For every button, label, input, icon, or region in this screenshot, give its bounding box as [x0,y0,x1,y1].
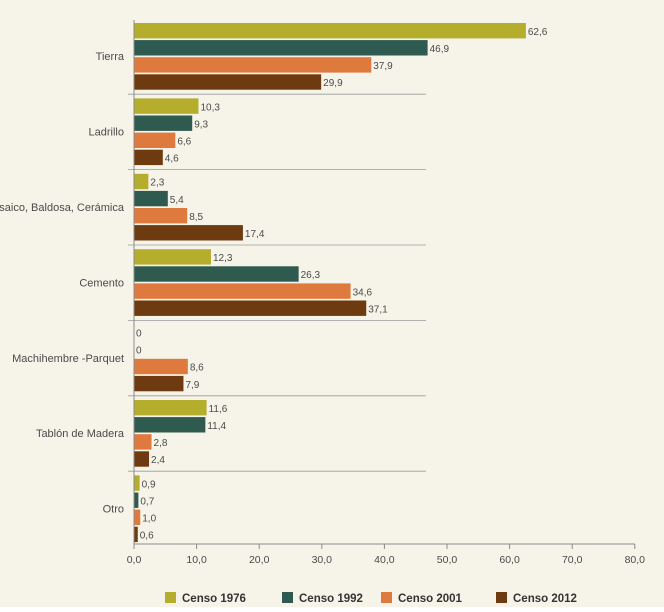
category-label-otro: Otro [103,504,124,516]
bar-censo-1992-cemento [134,266,299,281]
value-label-censo-1976-otro: 0,9 [142,479,156,490]
legend-swatch-censo-1992 [282,592,293,603]
value-label-censo-2012-cemento: 37,1 [368,304,388,315]
value-label-censo-2012-ladrillo: 4,6 [165,154,179,165]
bar-censo-2001-cemento [134,283,351,298]
legend: Censo 1976 Censo 1992 Censo 2001 Censo 2012 [165,592,577,605]
category-labels: Tierra Ladrillo Mosaico, Baldosa, Cerámica… [0,51,125,515]
value-label-censo-1976-tablon-de-madera: 11,6 [209,404,228,415]
bar-censo-2012-machihembre-parquet [134,376,183,391]
bar-censo-1992-tierra [134,40,428,55]
value-label-censo-1992-ladrillo: 9,3 [194,119,208,130]
legend-label-censo-1976: Censo 1976 [182,593,246,605]
value-label-censo-2001-tierra: 37,9 [373,61,393,72]
bar-censo-1992-tablon-de-madera [134,417,205,432]
value-label-censo-1992-tierra: 46,9 [430,44,450,55]
category-label-ladrillo: Ladrillo [89,127,124,139]
category-label-machihembre-parquet: Machihembre -Parquet [12,353,124,365]
value-label-censo-1976-cemento: 12,3 [213,253,233,264]
bar-censo-2012-tablon-de-madera [134,451,149,466]
bar-censo-1976-otro [134,475,140,490]
category-label-tablon-de-madera: Tablón de Madera [36,428,125,440]
bar-censo-2012-ladrillo [134,150,163,165]
value-label-censo-2001-ladrillo: 6,6 [177,137,191,148]
x-tick-label: 70,0 [562,554,583,566]
bar-censo-2012-tierra [134,74,321,89]
legend-swatch-censo-1976 [165,592,176,603]
bar-censo-1976-ladrillo [134,98,198,113]
x-tick-label: 30,0 [312,554,333,566]
value-label-censo-1992-cemento: 26,3 [301,270,321,281]
value-label-censo-1992-machihembre-parquet: 0 [136,346,142,357]
legend-label-censo-1992: Censo 1992 [299,593,363,605]
value-label-censo-2012-machihembre-parquet: 7,9 [185,380,199,391]
value-label-censo-2001-cemento: 34,6 [353,287,373,298]
value-label-censo-2012-tablon-de-madera: 2,4 [151,455,165,466]
bar-censo-2012-otro [134,527,138,542]
bar-censo-1992-ladrillo [134,116,192,131]
x-tick-label: 60,0 [499,554,520,566]
value-label-censo-2001-machihembre-parquet: 8,6 [190,363,204,374]
legend-label-censo-2001: Censo 2001 [398,593,463,605]
value-label-censo-2001-tablon-de-madera: 2,8 [154,438,168,449]
value-label-censo-2012-mosaico-baldosa-ceramica: 17,4 [245,229,265,240]
bar-censo-1992-mosaico-baldosa-ceramica [134,191,168,206]
bar-censo-1976-cemento [134,249,211,264]
category-label-cemento: Cemento [79,277,124,289]
bar-censo-1976-tierra [134,23,526,38]
legend-swatch-censo-2012 [496,592,507,603]
value-label-censo-2001-otro: 1,0 [142,514,156,525]
value-label-censo-1976-ladrillo: 10,3 [200,102,220,113]
bar-censo-2001-tierra [134,57,371,72]
value-label-censo-2001-mosaico-baldosa-ceramica: 8,5 [189,212,203,223]
bar-censo-2001-otro [134,510,140,525]
value-label-censo-1976-machihembre-parquet: 0 [136,329,142,340]
value-label-censo-1992-tablon-de-madera: 11,4 [207,421,226,432]
category-label-mosaico-baldosa-ceramica: Mosaico, Baldosa, Cerámica [0,202,125,214]
bar-censo-2001-machihembre-parquet [134,359,188,374]
x-tick-label: 50,0 [437,554,458,566]
x-tick-label: 10,0 [186,554,207,566]
category-label-tierra: Tierra [96,51,125,63]
value-label-censo-2012-otro: 0,6 [140,531,154,542]
bar-censo-1976-mosaico-baldosa-ceramica [134,174,148,189]
bar-censo-1976-tablon-de-madera [134,400,207,415]
bar-censo-2012-cemento [134,301,366,316]
bar-censo-1992-otro [134,493,138,508]
value-label-censo-2012-tierra: 29,9 [323,78,343,89]
value-label-censo-1992-otro: 0,7 [140,496,154,507]
x-tick-label: 40,0 [374,554,395,566]
bar-censo-2001-ladrillo [134,133,175,148]
bars [134,23,526,542]
bar-censo-2012-mosaico-baldosa-ceramica [134,225,243,240]
legend-label-censo-2012: Censo 2012 [513,593,577,605]
x-tick-label: 0,0 [127,554,142,566]
bar-censo-2001-mosaico-baldosa-ceramica [134,208,187,223]
legend-swatch-censo-2001 [381,592,392,603]
value-label-censo-1976-tierra: 62,6 [528,27,548,38]
x-tick-label: 20,0 [249,554,270,566]
x-tick-label: 80,0 [625,554,646,566]
value-label-censo-1976-mosaico-baldosa-ceramica: 2,3 [150,178,164,189]
value-label-censo-1992-mosaico-baldosa-ceramica: 5,4 [170,195,184,206]
bar-censo-2001-tablon-de-madera [134,434,152,449]
